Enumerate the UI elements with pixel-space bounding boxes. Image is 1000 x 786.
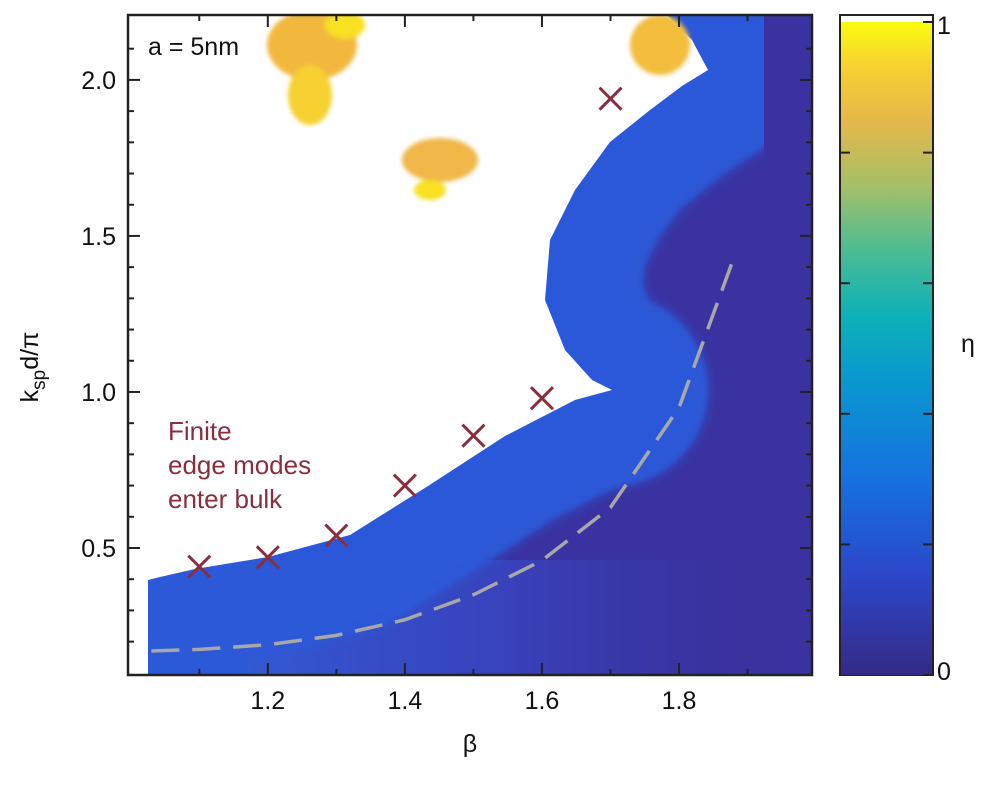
colorbar-tick-label: 0	[937, 658, 951, 686]
y-label-rest: d/π	[16, 332, 44, 370]
marker	[392, 473, 417, 498]
marker	[324, 523, 349, 548]
y-tick-label: 1.0	[81, 379, 116, 407]
annotation: a = 5nm	[148, 33, 239, 61]
y-label-main: k	[16, 389, 44, 402]
x-tick-label: 1.6	[525, 687, 560, 715]
colorbar-label: η	[961, 330, 975, 358]
y-tick-label: 1.5	[81, 223, 116, 251]
colorbar-tick-label: 1	[937, 12, 951, 40]
annotation: Finite	[168, 416, 232, 446]
x-tick-label: 1.4	[388, 687, 423, 715]
dashed-line	[151, 257, 736, 653]
y-tick-label: 2.0	[81, 67, 116, 95]
marker	[255, 545, 280, 570]
y-label-sub: sp	[29, 370, 50, 390]
marker	[461, 423, 486, 448]
heatmap-empty	[128, 15, 708, 675]
x-tick-label: 1.8	[662, 687, 697, 715]
marker	[187, 554, 212, 579]
colorbar	[841, 22, 932, 675]
plot-frame	[126, 13, 814, 677]
marker	[598, 86, 623, 111]
y-tick-label: 0.5	[81, 535, 116, 563]
heatmap	[128, 15, 812, 675]
heatmap-islands	[267, 15, 690, 200]
y-axis-label: kspd/π	[16, 332, 50, 403]
x-tick-label: 1.2	[250, 687, 285, 715]
x-axis-label: β	[463, 730, 477, 758]
annotation: edge modes	[168, 450, 311, 480]
marker	[529, 386, 555, 411]
annotation: enter bulk	[168, 484, 283, 514]
